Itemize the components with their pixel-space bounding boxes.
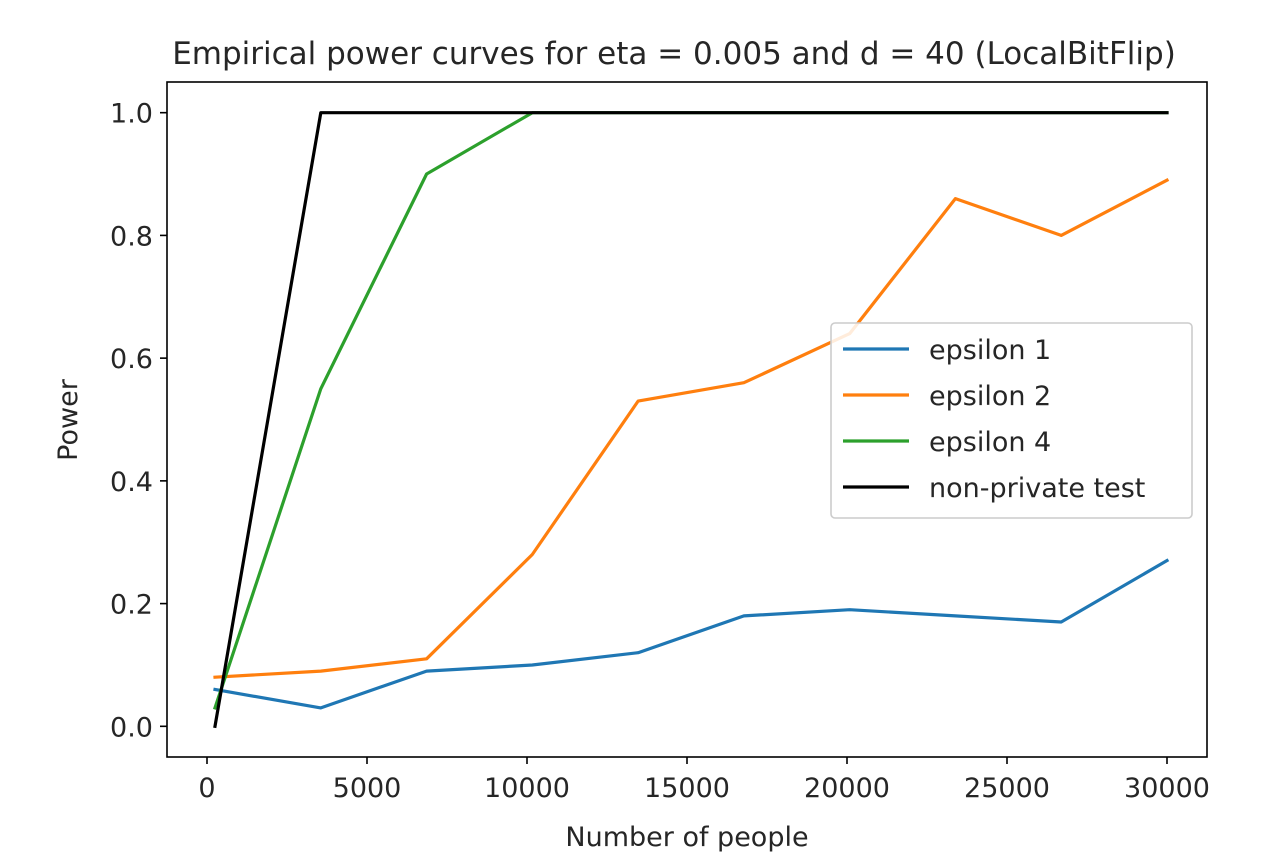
x-axis-label: Number of people [565, 822, 808, 853]
y-tick-label: 0.0 [110, 712, 153, 743]
legend-box [830, 322, 1193, 519]
y-tick-label: 0.8 [110, 221, 153, 252]
x-tick-label: 5000 [333, 773, 402, 804]
x-tick-label: 30000 [1124, 773, 1210, 804]
x-tick-label: 15000 [644, 773, 730, 804]
series-line-4 [213, 111, 1169, 729]
chart-title: Empirical power curves for eta = 0.005 a… [172, 36, 1176, 72]
series-line-2 [213, 178, 1170, 679]
x-tick-label: 0 [198, 773, 215, 804]
legend-entry-4: non-private test [929, 473, 1145, 504]
x-tick-label: 25000 [964, 773, 1050, 804]
y-tick-label: 0.6 [110, 344, 153, 375]
legend: epsilon 1 epsilon 2 epsilon 4 non-private t… [830, 322, 1193, 519]
y-axis-label: Power [53, 378, 84, 461]
y-tick-label: 1.0 [110, 99, 153, 130]
axis-ticks: 0 5000 10000 15000 20000 25000 30000 0.0 0.2 0.4 0… [110, 99, 1210, 804]
x-tick-label: 10000 [484, 773, 570, 804]
legend-entry-1: epsilon 1 [929, 335, 1051, 366]
y-tick-label: 0.2 [110, 590, 153, 621]
legend-entry-3: epsilon 4 [929, 427, 1051, 458]
y-tick-label: 0.4 [110, 467, 153, 498]
x-tick-label: 20000 [804, 773, 890, 804]
series-line-1 [213, 558, 1170, 710]
legend-entry-2: epsilon 2 [929, 381, 1051, 412]
